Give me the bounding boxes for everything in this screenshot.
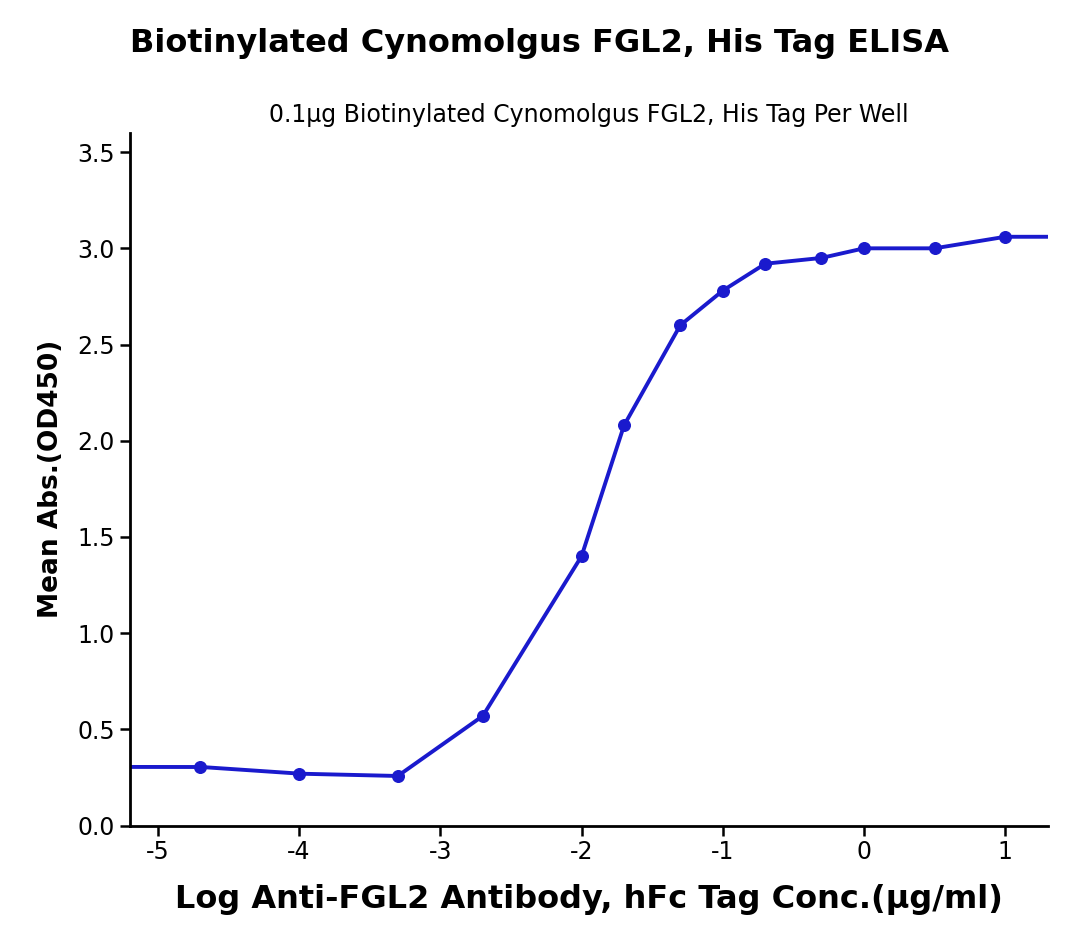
X-axis label: Log Anti-FGL2 Antibody, hFc Tag Conc.(μg/ml): Log Anti-FGL2 Antibody, hFc Tag Conc.(μg… xyxy=(175,884,1002,915)
Point xyxy=(672,318,689,333)
Point xyxy=(926,241,943,256)
Point xyxy=(757,256,774,271)
Point xyxy=(389,769,406,784)
Point xyxy=(997,230,1014,245)
Point xyxy=(291,766,308,781)
Title: 0.1μg Biotinylated Cynomolgus FGL2, His Tag Per Well: 0.1μg Biotinylated Cynomolgus FGL2, His … xyxy=(269,102,908,127)
Point xyxy=(813,251,831,266)
Point xyxy=(474,708,491,723)
Point xyxy=(572,549,590,564)
Point xyxy=(616,418,633,433)
Point xyxy=(192,759,210,774)
Point xyxy=(714,283,731,298)
Y-axis label: Mean Abs.(OD450): Mean Abs.(OD450) xyxy=(38,340,64,619)
Text: Biotinylated Cynomolgus FGL2, His Tag ELISA: Biotinylated Cynomolgus FGL2, His Tag EL… xyxy=(131,28,949,60)
Point xyxy=(855,241,873,256)
